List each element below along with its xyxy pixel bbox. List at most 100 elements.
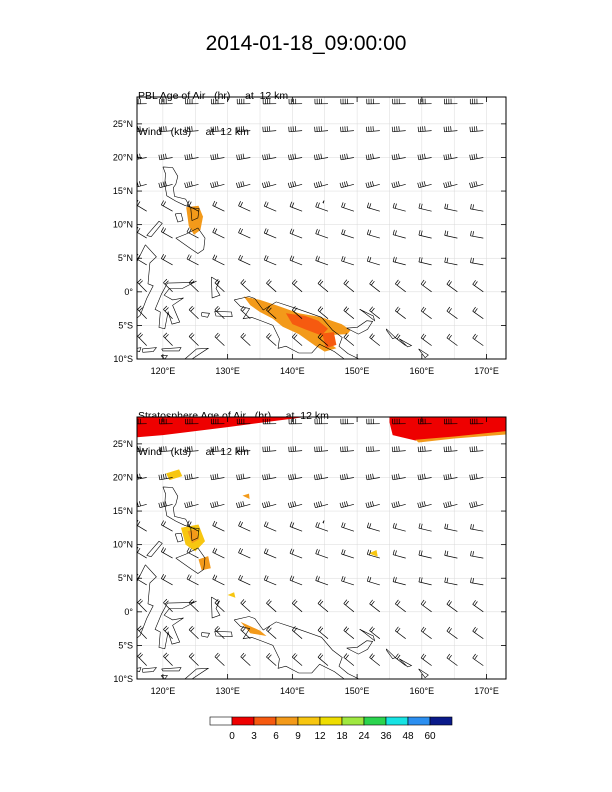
wind-barb-feather: [420, 577, 423, 583]
wind-barb: [341, 255, 355, 266]
wind-barb-feather: [238, 227, 241, 233]
wind-barb-feather: [266, 332, 271, 338]
wind-barb-feather: [447, 154, 450, 160]
wind-barb: [472, 306, 484, 319]
wind-barb: [184, 501, 199, 509]
wind-barb: [391, 446, 406, 453]
wind-barb: [289, 255, 303, 266]
wind-barb-feather: [398, 126, 400, 132]
wind-barb-feather: [160, 182, 163, 188]
wind-barb-feather: [318, 501, 321, 507]
wind-barb-feather: [346, 501, 349, 507]
wind-barb: [291, 599, 303, 613]
wind-barb-feather: [391, 502, 394, 508]
wind-barb-feather: [475, 153, 478, 159]
wind-barb-feather: [217, 126, 219, 132]
wind-barb: [391, 501, 406, 509]
wind-barb-staff: [470, 157, 484, 161]
wind-barb-feather: [419, 446, 422, 452]
y-tick-label: 10°S: [113, 354, 133, 364]
wind-barb-feather: [161, 126, 163, 132]
wind-barb: [469, 153, 484, 161]
wind-barb-feather: [290, 474, 292, 480]
wind-barb-feather: [450, 126, 452, 132]
wind-barb: [313, 153, 329, 161]
wind-barb-feather: [394, 203, 397, 209]
wind-barb-feather: [343, 256, 346, 262]
panel1-field-label: PBL Age of Air (hr) at 12 km: [138, 90, 289, 102]
wind-barb-staff: [317, 336, 329, 346]
wind-barb-feather: [343, 549, 346, 555]
wind-barb-feather: [396, 334, 401, 340]
wind-barb-feather: [419, 154, 422, 160]
wind-barb: [366, 98, 380, 105]
wind-barb-staff: [446, 657, 458, 666]
wind-barb-feather: [293, 307, 298, 312]
wind-barb-feather: [420, 257, 423, 263]
wind-barb-feather: [137, 598, 142, 603]
colorbar-swatch: [253, 716, 277, 726]
wind-barb-staff: [420, 310, 432, 319]
wind-barb-feather: [343, 501, 346, 507]
wind-barb-feather: [214, 652, 219, 657]
wind-barb-feather: [470, 550, 472, 556]
wind-barb: [420, 653, 432, 666]
wind-barb-staff: [444, 581, 458, 586]
wind-barb-staff: [186, 578, 199, 586]
wind-barb-feather: [242, 280, 246, 285]
wind-barb-feather: [444, 550, 447, 556]
wind-barb-staff: [444, 261, 458, 266]
wind-barb-feather: [292, 154, 294, 160]
wind-barb-feather: [448, 654, 452, 660]
wind-barb-feather: [212, 200, 216, 206]
wind-barb-feather: [319, 600, 324, 606]
wind-barb-feather: [214, 474, 217, 480]
wind-barb-feather: [395, 333, 399, 338]
wind-barb-feather: [370, 154, 372, 160]
wind-barb: [418, 203, 432, 212]
wind-barb-feather: [343, 181, 346, 187]
wind-barb-feather: [240, 522, 243, 527]
wind-barb: [137, 153, 147, 160]
wind-barb-feather: [471, 182, 474, 188]
wind-barb: [339, 153, 354, 161]
wind-barb: [418, 257, 432, 266]
wind-barb: [392, 549, 406, 559]
panel2-wind-label: Wind (kts) at 12 km: [138, 446, 249, 458]
wind-barb-feather: [476, 126, 478, 132]
wind-barb-feather: [186, 254, 190, 260]
wind-barb-feather: [165, 153, 167, 159]
wind-barb-feather: [315, 502, 318, 508]
wind-barb-feather: [164, 334, 169, 339]
wind-barb-feather: [366, 229, 370, 235]
wind-barb: [418, 550, 432, 559]
wind-barb: [184, 446, 199, 453]
wind-barb-feather: [365, 502, 368, 508]
wind-barb-staff: [238, 552, 251, 559]
wind-barb-feather: [469, 474, 471, 480]
wind-barb-feather: [214, 201, 218, 207]
wind-barb: [395, 653, 406, 666]
wind-barb: [314, 446, 329, 453]
wind-barb-feather: [158, 126, 161, 132]
wind-barb: [341, 202, 355, 212]
wind-barb: [443, 126, 458, 133]
wind-barb-feather: [443, 502, 446, 508]
wind-barb-feather: [293, 627, 298, 632]
wind-barb-feather: [475, 181, 478, 187]
wind-barb-feather: [216, 280, 221, 285]
wind-barb-feather: [138, 334, 143, 339]
wind-barb-feather: [215, 126, 217, 132]
wind-barb-feather: [371, 627, 375, 633]
wind-barb-feather: [133, 127, 134, 132]
wind-barb: [210, 98, 225, 105]
wind-barb-feather: [133, 503, 134, 508]
wind-barb: [340, 418, 354, 425]
wind-barb: [158, 446, 173, 453]
wind-barb: [137, 625, 147, 639]
wind-barb-staff: [341, 477, 354, 481]
wind-barb-feather: [163, 625, 168, 630]
wind-barb: [160, 574, 173, 586]
wind-barb-feather: [242, 654, 246, 659]
wind-barb-feather: [444, 523, 447, 529]
